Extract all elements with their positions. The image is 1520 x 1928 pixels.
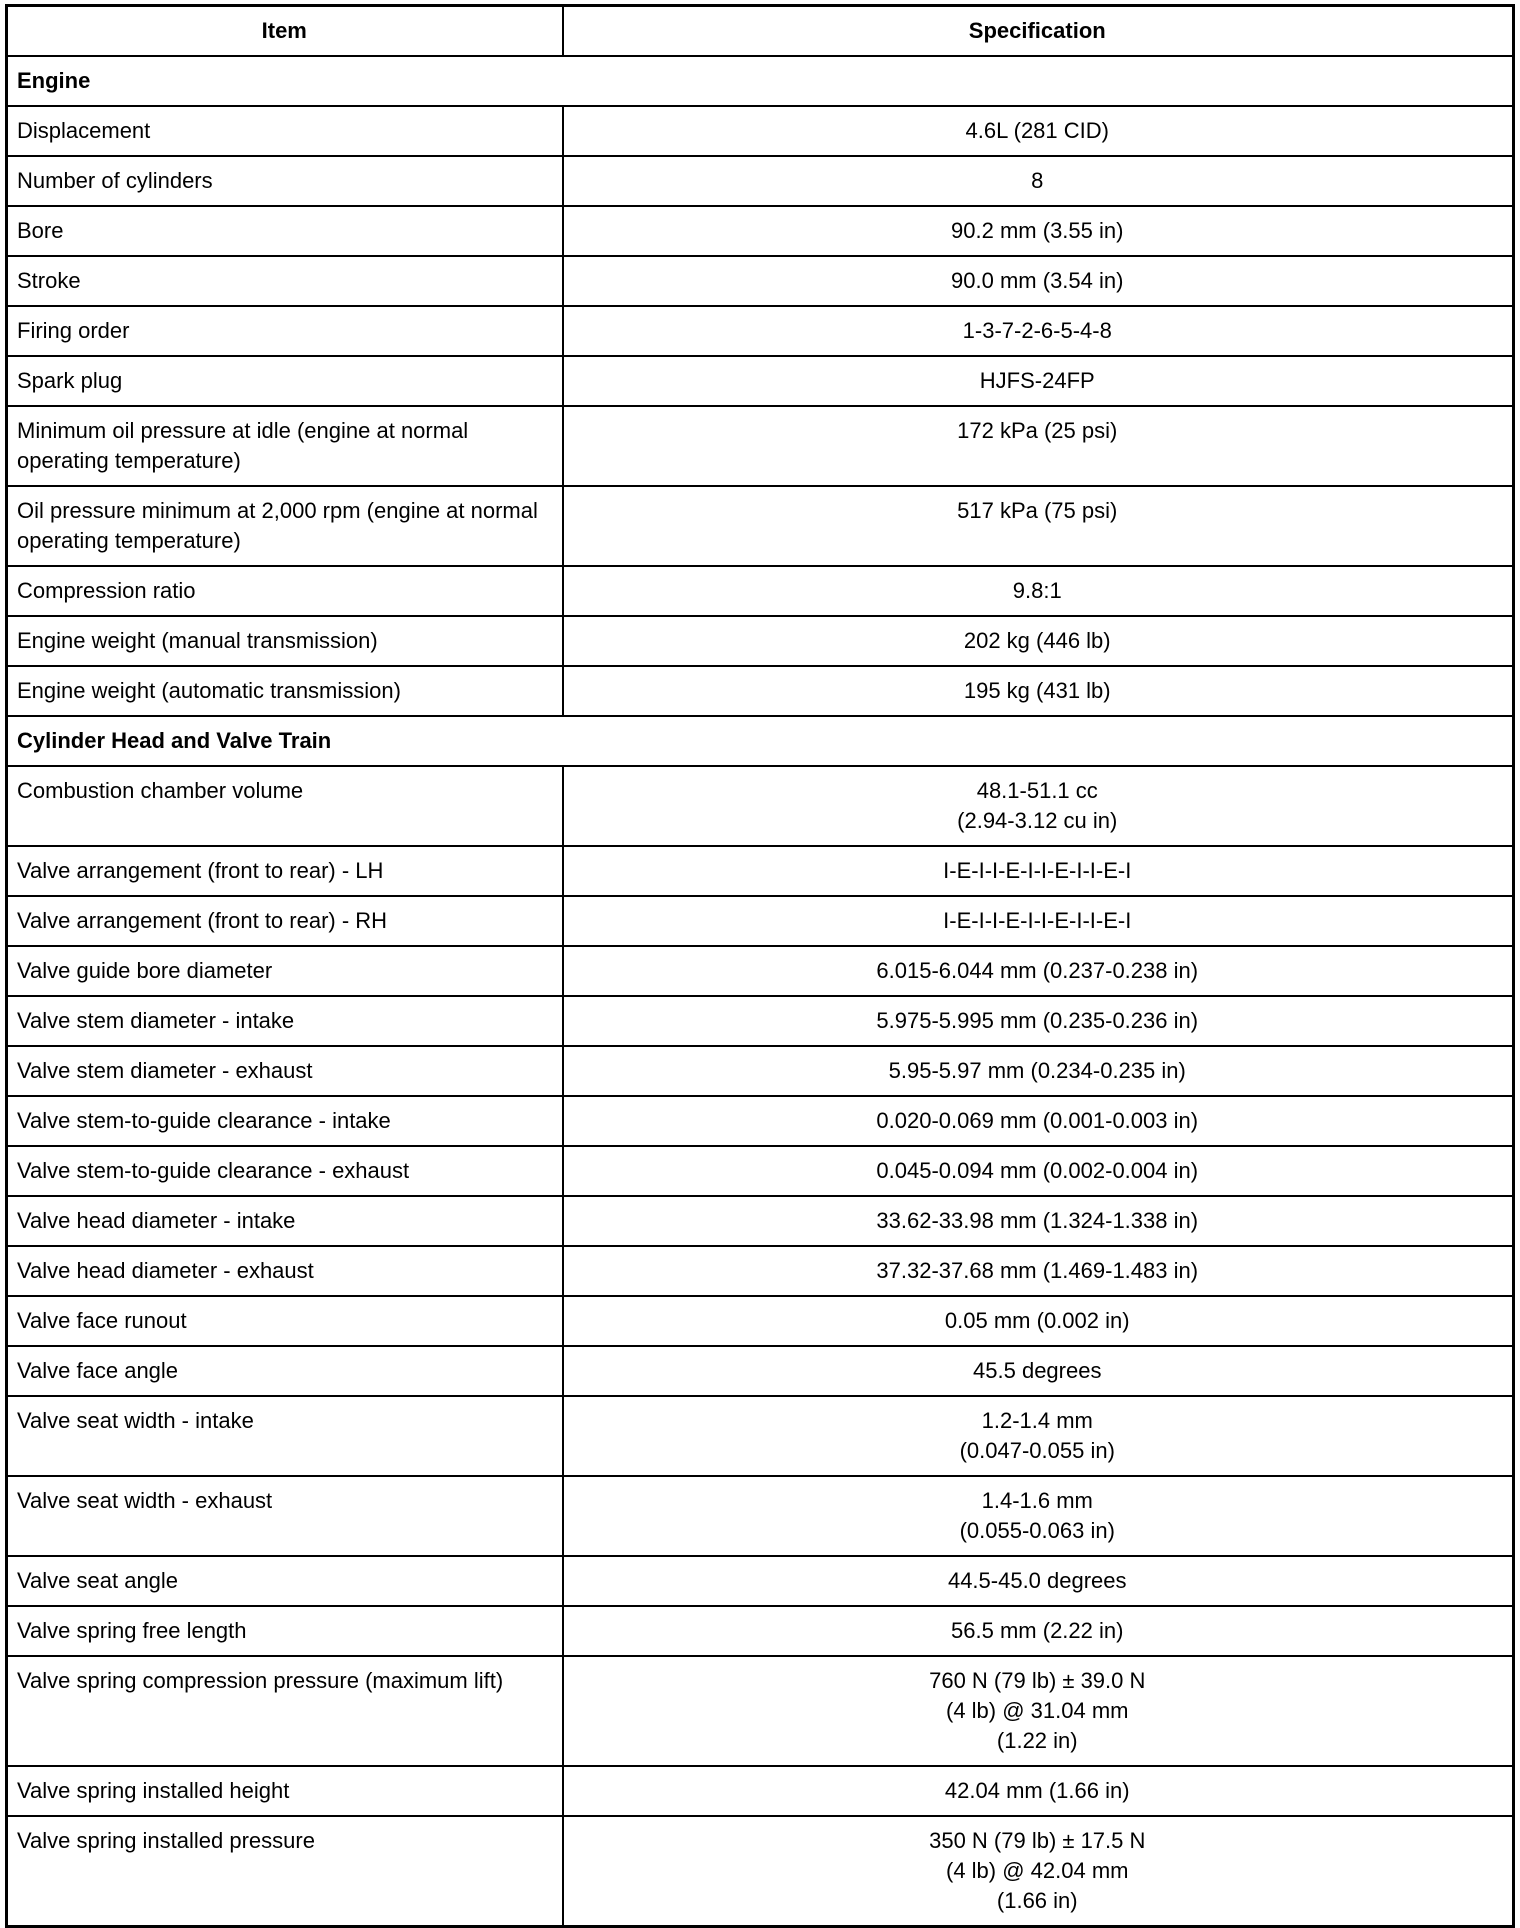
table-row: Firing order 1-3-7-2-6-5-4-8 <box>5 305 1515 357</box>
specification-cell: 56.5 mm (2.22 in) <box>561 1605 1515 1657</box>
table-row: Spark plug HJFS-24FP <box>5 355 1515 407</box>
specification-cell: 0.05 mm (0.002 in) <box>561 1295 1515 1347</box>
item-cell: Valve seat width - exhaust <box>5 1475 564 1557</box>
table-header-row: Item Specification <box>5 4 1515 57</box>
specification-cell: 6.015-6.044 mm (0.237-0.238 in) <box>561 945 1515 997</box>
specification-cell: HJFS-24FP <box>561 355 1515 407</box>
item-cell: Valve spring free length <box>5 1605 564 1657</box>
table-body: Engine Displacement 4.6L (281 CID) Number o… <box>5 55 1515 1928</box>
table-row: Valve head diameter - intake 33.62-33.98 … <box>5 1195 1515 1247</box>
table-row: Oil pressure minimum at 2,000 rpm (engin… <box>5 485 1515 567</box>
specification-cell: 5.975-5.995 mm (0.235-0.236 in) <box>561 995 1515 1047</box>
table-row: Valve seat width - intake 1.2-1.4 mm (0.0… <box>5 1395 1515 1477</box>
item-cell: Firing order <box>5 305 564 357</box>
specification-cell: 1.2-1.4 mm (0.047-0.055 in) <box>561 1395 1515 1477</box>
table-row: Displacement 4.6L (281 CID) <box>5 105 1515 157</box>
section-title: Engine <box>5 55 1515 107</box>
table-row: Valve spring installed height 42.04 mm (1… <box>5 1765 1515 1817</box>
item-cell: Valve stem diameter - intake <box>5 995 564 1047</box>
section-row: Engine <box>5 55 1515 107</box>
table-row: Valve stem diameter - intake 5.975-5.995 … <box>5 995 1515 1047</box>
table-row: Minimum oil pressure at idle (engine at … <box>5 405 1515 487</box>
section-row: Cylinder Head and Valve Train <box>5 715 1515 767</box>
item-cell: Number of cylinders <box>5 155 564 207</box>
table-row: Valve stem-to-guide clearance - exhaust 0… <box>5 1145 1515 1197</box>
table-row: Engine weight (manual transmission) 202 k… <box>5 615 1515 667</box>
specification-cell: 195 kg (431 lb) <box>561 665 1515 717</box>
item-cell: Valve arrangement (front to rear) - LH <box>5 845 564 897</box>
table-row: Number of cylinders 8 <box>5 155 1515 207</box>
item-cell: Valve head diameter - exhaust <box>5 1245 564 1297</box>
specification-cell: 42.04 mm (1.66 in) <box>561 1765 1515 1817</box>
section-title: Cylinder Head and Valve Train <box>5 715 1515 767</box>
item-cell: Valve seat angle <box>5 1555 564 1607</box>
item-cell: Combustion chamber volume <box>5 765 564 847</box>
specification-cell: 172 kPa (25 psi) <box>561 405 1515 487</box>
table-row: Combustion chamber volume 48.1-51.1 cc (2… <box>5 765 1515 847</box>
specification-cell: I-E-I-I-E-I-I-E-I-I-E-I <box>561 895 1515 947</box>
column-header-item: Item <box>5 4 564 57</box>
table-row: Valve face angle 45.5 degrees <box>5 1345 1515 1397</box>
specification-cell: 48.1-51.1 cc (2.94-3.12 cu in) <box>561 765 1515 847</box>
item-cell: Valve spring installed pressure <box>5 1815 564 1928</box>
specification-cell: 9.8:1 <box>561 565 1515 617</box>
column-header-specification: Specification <box>561 4 1515 57</box>
item-cell: Valve spring installed height <box>5 1765 564 1817</box>
specification-cell: 45.5 degrees <box>561 1345 1515 1397</box>
specification-cell: I-E-I-I-E-I-I-E-I-I-E-I <box>561 845 1515 897</box>
item-cell: Displacement <box>5 105 564 157</box>
item-cell: Valve stem-to-guide clearance - intake <box>5 1095 564 1147</box>
table-row: Valve spring compression pressure (maxim… <box>5 1655 1515 1767</box>
specification-cell: 760 N (79 lb) ± 39.0 N (4 lb) @ 31.04 mm… <box>561 1655 1515 1767</box>
specification-cell: 8 <box>561 155 1515 207</box>
specification-cell: 33.62-33.98 mm (1.324-1.338 in) <box>561 1195 1515 1247</box>
specification-cell: 350 N (79 lb) ± 17.5 N (4 lb) @ 42.04 mm… <box>561 1815 1515 1928</box>
specification-cell: 202 kg (446 lb) <box>561 615 1515 667</box>
table-row: Valve stem-to-guide clearance - intake 0.… <box>5 1095 1515 1147</box>
specification-cell: 5.95-5.97 mm (0.234-0.235 in) <box>561 1045 1515 1097</box>
specification-cell: 1.4-1.6 mm (0.055-0.063 in) <box>561 1475 1515 1557</box>
specification-cell: 90.2 mm (3.55 in) <box>561 205 1515 257</box>
table-row: Stroke 90.0 mm (3.54 in) <box>5 255 1515 307</box>
specifications-table: Item Specification Engine Displacement 4.6… <box>5 4 1515 1928</box>
item-cell: Valve seat width - intake <box>5 1395 564 1477</box>
item-cell: Valve arrangement (front to rear) - RH <box>5 895 564 947</box>
table-row: Valve spring installed pressure 350 N (79… <box>5 1815 1515 1928</box>
table-row: Valve face runout 0.05 mm (0.002 in) <box>5 1295 1515 1347</box>
table-row: Valve head diameter - exhaust 37.32-37.68… <box>5 1245 1515 1297</box>
table-row: Valve guide bore diameter 6.015-6.044 mm … <box>5 945 1515 997</box>
item-cell: Valve spring compression pressure (maxim… <box>5 1655 564 1767</box>
specification-cell: 4.6L (281 CID) <box>561 105 1515 157</box>
specification-cell: 90.0 mm (3.54 in) <box>561 255 1515 307</box>
specification-cell: 1-3-7-2-6-5-4-8 <box>561 305 1515 357</box>
table-row: Engine weight (automatic transmission) 19… <box>5 665 1515 717</box>
item-cell: Engine weight (automatic transmission) <box>5 665 564 717</box>
item-cell: Minimum oil pressure at idle (engine at … <box>5 405 564 487</box>
item-cell: Valve head diameter - intake <box>5 1195 564 1247</box>
item-cell: Spark plug <box>5 355 564 407</box>
item-cell: Compression ratio <box>5 565 564 617</box>
item-cell: Valve stem diameter - exhaust <box>5 1045 564 1097</box>
table-row: Valve spring free length 56.5 mm (2.22 in… <box>5 1605 1515 1657</box>
table-row: Valve arrangement (front to rear) - LH I-… <box>5 845 1515 897</box>
item-cell: Valve face angle <box>5 1345 564 1397</box>
table-row: Valve arrangement (front to rear) - RH I-… <box>5 895 1515 947</box>
table-row: Bore 90.2 mm (3.55 in) <box>5 205 1515 257</box>
table-row: Valve seat angle 44.5-45.0 degrees <box>5 1555 1515 1607</box>
specification-cell: 44.5-45.0 degrees <box>561 1555 1515 1607</box>
specification-cell: 517 kPa (75 psi) <box>561 485 1515 567</box>
item-cell: Bore <box>5 205 564 257</box>
item-cell: Oil pressure minimum at 2,000 rpm (engin… <box>5 485 564 567</box>
table-row: Valve stem diameter - exhaust 5.95-5.97 m… <box>5 1045 1515 1097</box>
table-row: Valve seat width - exhaust 1.4-1.6 mm (0.… <box>5 1475 1515 1557</box>
specification-cell: 0.045-0.094 mm (0.002-0.004 in) <box>561 1145 1515 1197</box>
item-cell: Stroke <box>5 255 564 307</box>
item-cell: Valve guide bore diameter <box>5 945 564 997</box>
specification-cell: 0.020-0.069 mm (0.001-0.003 in) <box>561 1095 1515 1147</box>
specification-cell: 37.32-37.68 mm (1.469-1.483 in) <box>561 1245 1515 1297</box>
item-cell: Valve face runout <box>5 1295 564 1347</box>
item-cell: Engine weight (manual transmission) <box>5 615 564 667</box>
table-row: Compression ratio 9.8:1 <box>5 565 1515 617</box>
item-cell: Valve stem-to-guide clearance - exhaust <box>5 1145 564 1197</box>
